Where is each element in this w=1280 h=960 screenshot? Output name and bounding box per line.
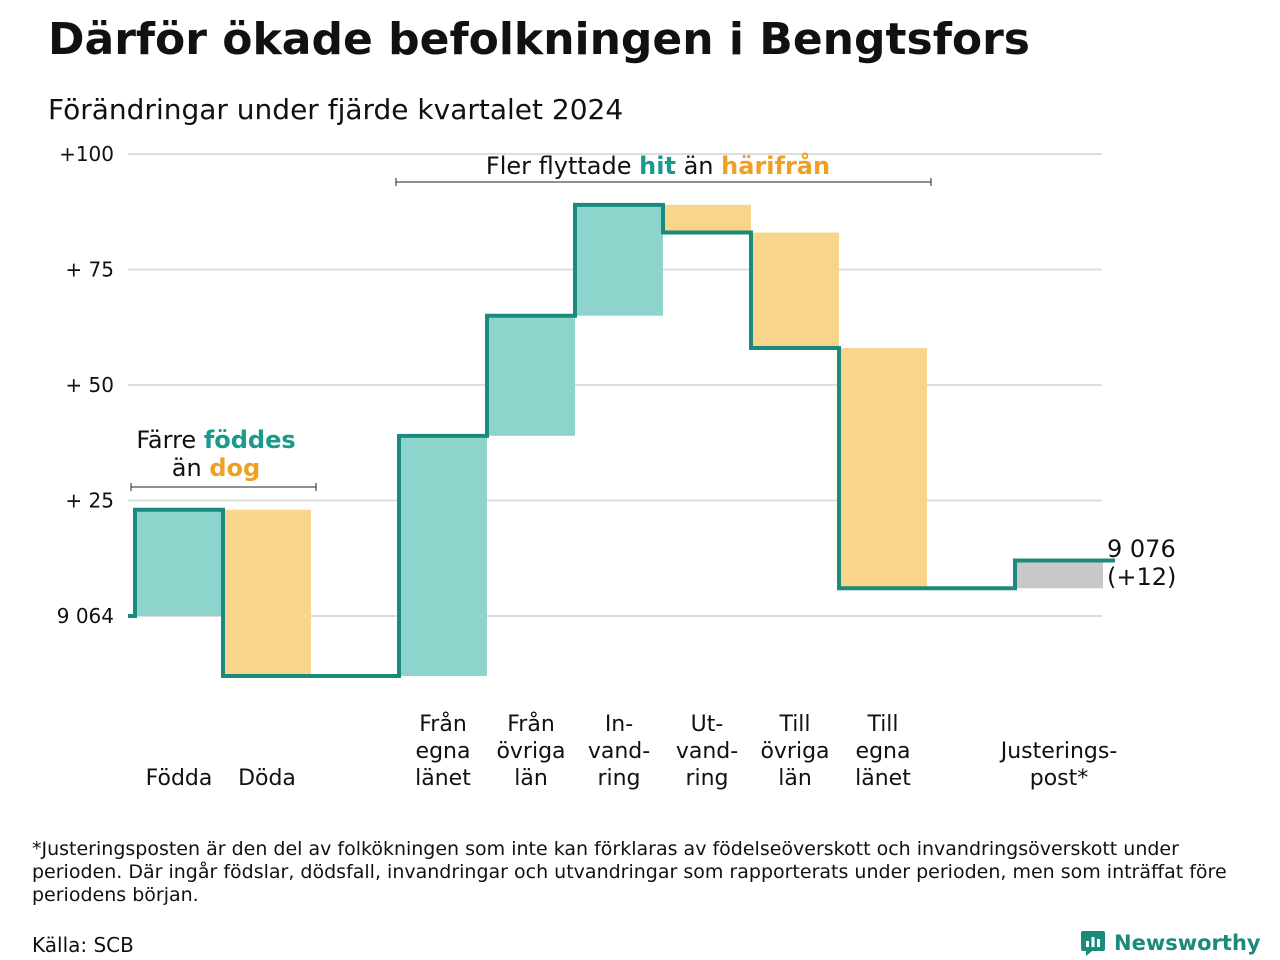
bar-till_ovriga <box>751 232 839 349</box>
y-tick-label: + 50 <box>65 373 114 397</box>
migration-bracket <box>395 178 932 186</box>
bar-fran_ovriga <box>487 315 575 436</box>
x-label-doda: Döda <box>238 766 296 791</box>
x-label-utvandring: ring <box>685 766 728 791</box>
y-tick-label: + 75 <box>65 258 114 282</box>
births-annotation-line1: Färre föddes <box>136 426 295 454</box>
x-label-till_egna: länet <box>855 766 911 791</box>
end-label-total: 9 076 <box>1107 535 1176 563</box>
births-annotation-line2: än dog <box>172 454 260 482</box>
migration-annotation-text: Fler flyttade hit än härifrån <box>486 151 830 180</box>
waterfall-chart: 9 064+ 25+ 50+ 75+100 Födda DödaFrånegnal… <box>57 142 1177 791</box>
chart-title: Därför ökade befolkningen i Bengtsfors <box>48 14 1030 65</box>
y-tick-label: +100 <box>59 142 114 166</box>
x-label-invandring: In- <box>605 712 633 737</box>
bar-fran_egna <box>399 435 487 677</box>
y-tick-label: + 25 <box>65 489 114 513</box>
migration-annotation: Fler flyttade hit än härifrån <box>395 151 932 186</box>
bar-invandring <box>575 204 663 316</box>
end-label: 9 076 (+12) <box>1107 535 1176 591</box>
x-label-till_egna: egna <box>856 739 911 764</box>
x-label-fran_ovriga: övriga <box>496 739 565 764</box>
x-label-utvandring: vand- <box>676 739 738 764</box>
chart-subtitle: Förändringar under fjärde kvartalet 2024 <box>48 93 624 126</box>
bar-justering <box>1015 560 1103 589</box>
x-label-fran_ovriga: län <box>514 766 548 791</box>
x-label-till_ovriga: län <box>778 766 812 791</box>
births-annotation: Färre föddes än dog <box>130 426 317 491</box>
x-label-fran_egna: egna <box>416 739 471 764</box>
x-label-fran_ovriga: Från <box>507 711 555 737</box>
running-total-path <box>128 202 1115 679</box>
end-label-change: (+12) <box>1107 563 1176 591</box>
bars <box>135 204 1103 677</box>
bar-utvandring <box>663 204 751 233</box>
bar-till_egna <box>839 348 927 589</box>
bar-fodda <box>135 509 223 616</box>
x-label-till_egna: Till <box>866 712 898 737</box>
x-label-till_ovriga: övriga <box>760 739 829 764</box>
x-label-utvandring: Ut- <box>691 712 724 737</box>
x-label-fodda: Födda <box>146 766 213 791</box>
footnote: *Justeringsposten är den del av folkökni… <box>32 838 1227 906</box>
newsworthy-icon <box>1081 931 1105 956</box>
bar-doda <box>223 509 311 677</box>
running-total-line <box>128 202 1115 679</box>
x-axis-labels: Födda DödaFrånegnalänetFrånövrigalänIn-va… <box>146 711 1118 791</box>
x-label-justering: Justerings- <box>999 739 1118 764</box>
brand-name: Newsworthy <box>1114 931 1261 955</box>
y-axis-ticks: 9 064 + 25 + 50 + 75 +100 <box>57 142 114 628</box>
x-label-invandring: ring <box>597 766 640 791</box>
x-label-till_ovriga: Till <box>778 712 810 737</box>
x-label-fran_egna: Från <box>419 711 467 737</box>
x-label-invandring: vand- <box>588 739 650 764</box>
source-note: Källa: SCB <box>32 933 134 957</box>
x-label-justering: post* <box>1030 766 1089 791</box>
x-label-fran_egna: länet <box>415 766 471 791</box>
y-tick-label: 9 064 <box>57 604 114 628</box>
births-bracket <box>130 483 317 491</box>
brand-logo: Newsworthy <box>1080 928 1261 958</box>
